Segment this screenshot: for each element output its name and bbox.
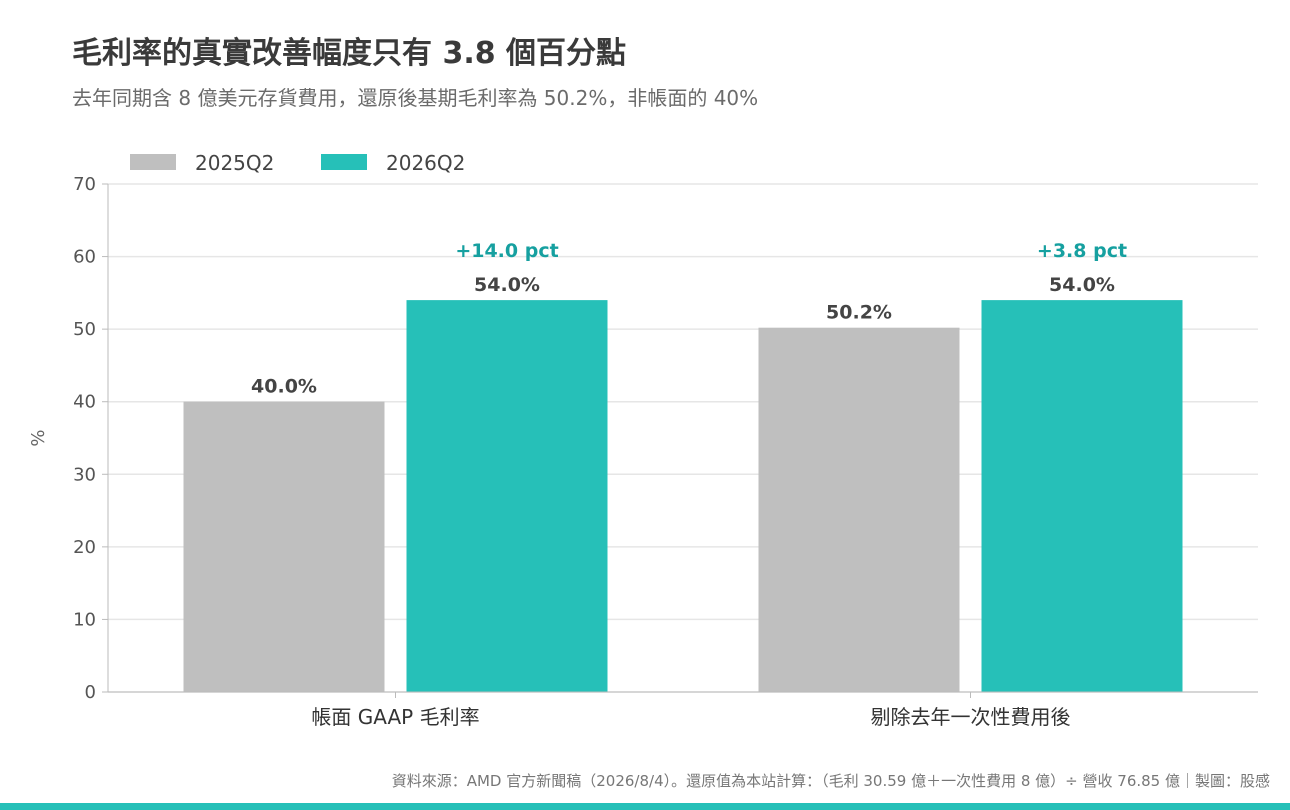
y-tick-label: 0 [85, 682, 96, 703]
chart-title: 毛利率的真實改善幅度只有 3.8 個百分點 [72, 36, 627, 71]
legend-label: 2026Q2 [386, 151, 465, 175]
bar-value-label: 40.0% [251, 376, 317, 398]
y-axis-label: % [28, 429, 49, 446]
legend-swatch [130, 154, 176, 170]
x-category-label: 帳面 GAAP 毛利率 [311, 705, 479, 729]
x-category-label: 剔除去年一次性費用後 [871, 705, 1071, 729]
legend: 2025Q2 2026Q2 [130, 151, 465, 175]
y-tick-label: 70 [73, 174, 96, 195]
bar [183, 401, 385, 692]
legend-swatch [321, 154, 367, 170]
bar-value-label: 54.0% [474, 274, 540, 296]
delta-annotation: +14.0 pct [455, 240, 558, 262]
y-tick-label: 60 [73, 247, 96, 268]
y-tick-label: 20 [73, 537, 96, 558]
y-tick-label: 10 [73, 609, 96, 630]
delta-annotation: +3.8 pct [1037, 240, 1127, 262]
value-labels: 40.0% 54.0% +14.0 pct 50.2% 54.0% +3.8 pct [251, 240, 1127, 398]
chart-subtitle: 去年同期含 8 億美元存貨費用，還原後基期毛利率為 50.2%，非帳面的 40% [72, 86, 759, 110]
bar [981, 300, 1183, 692]
source-note: 資料來源：AMD 官方新聞稿（2026/8/4）。還原值為本站計算：（毛利 30… [391, 772, 1270, 790]
y-tick-label: 30 [73, 464, 96, 485]
bar [406, 300, 608, 692]
bottom-accent-bar [0, 803, 1290, 810]
y-tick-label: 40 [73, 392, 96, 413]
y-tick-label: 50 [73, 319, 96, 340]
bar-value-label: 50.2% [826, 302, 892, 324]
axes: 0 10 20 30 40 50 60 70% 帳面 GAAP 毛利率 剔除去年一次性費用後 [28, 174, 1258, 729]
bar-value-label: 54.0% [1049, 274, 1115, 296]
bar [758, 327, 960, 692]
bars [183, 300, 1183, 692]
legend-label: 2025Q2 [195, 151, 274, 175]
